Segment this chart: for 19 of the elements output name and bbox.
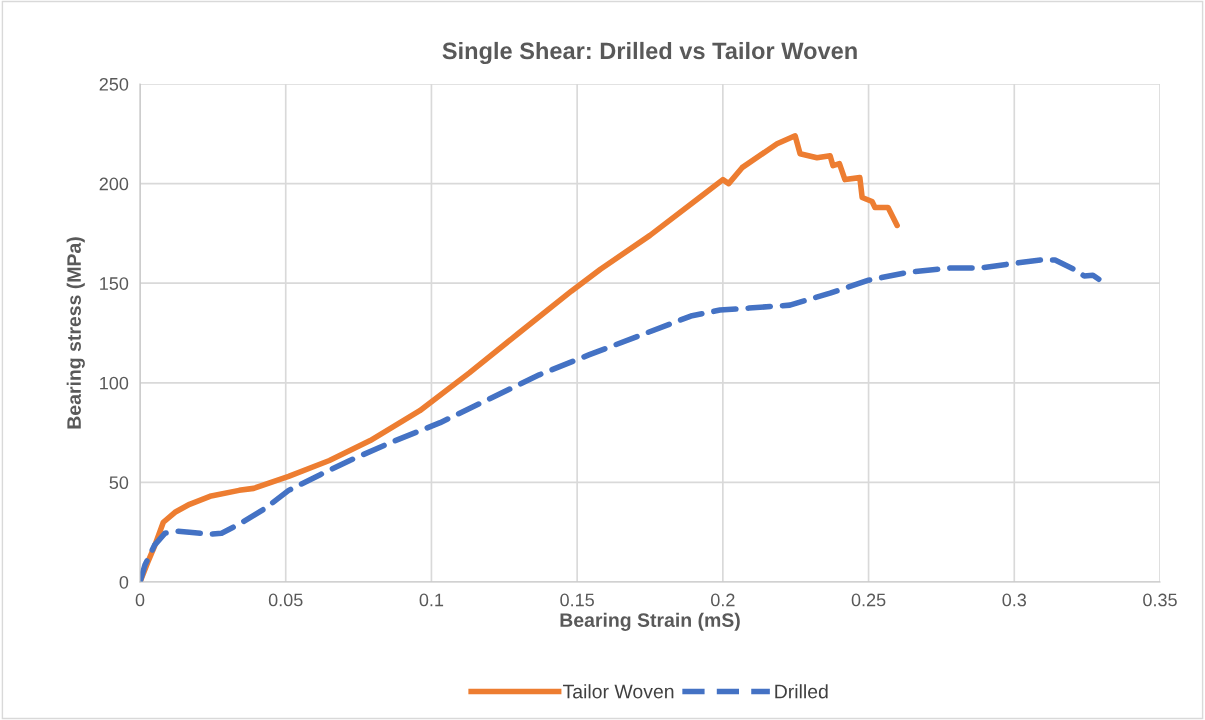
y-tick-label: 250 xyxy=(99,77,129,91)
legend-label: Drilled xyxy=(775,684,828,699)
y-tick-label: 50 xyxy=(109,476,129,490)
chart-title: Single Shear: Drilled vs Tailor Woven xyxy=(442,41,857,64)
x-tick-label: 0.35 xyxy=(1143,593,1177,607)
x-tick-label: 0 xyxy=(135,593,145,607)
x-tick-label: 0.3 xyxy=(1002,593,1027,607)
y-tick-label: 150 xyxy=(100,277,129,290)
y-axis-title: Bearing stress (MPa) xyxy=(66,237,85,429)
legend-label: Tailor Woven xyxy=(562,684,674,699)
x-axis-title: Bearing Strain (mS) xyxy=(560,612,740,631)
y-tick-label: 100 xyxy=(100,376,129,390)
x-tick-label: 0.15 xyxy=(560,593,594,607)
y-tick-label: 200 xyxy=(99,177,129,191)
x-tick-label: 0.2 xyxy=(711,593,735,607)
y-tick-label: 0 xyxy=(119,575,129,589)
x-tick-label: 0.1 xyxy=(419,593,444,607)
x-tick-label: 0.25 xyxy=(851,593,886,607)
x-tick-label: 0.05 xyxy=(268,593,303,607)
